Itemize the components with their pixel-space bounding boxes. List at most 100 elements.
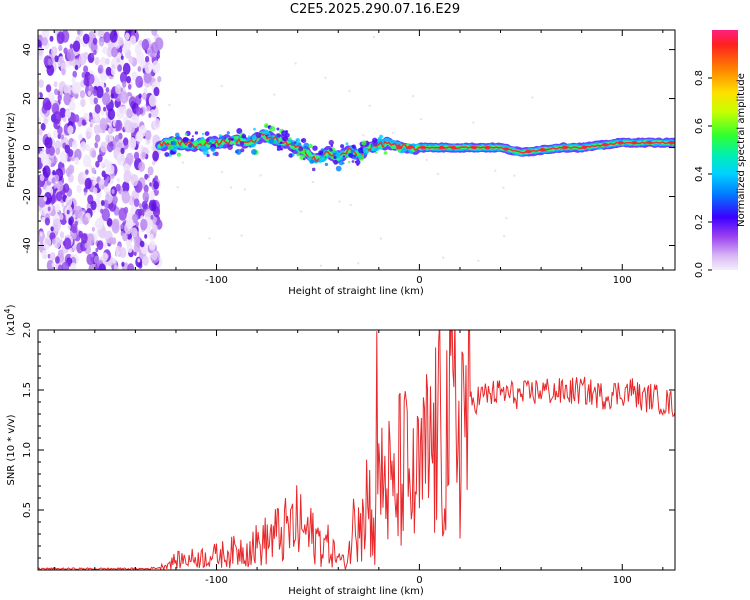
signal-blob xyxy=(241,133,247,139)
noise-speck xyxy=(115,119,123,131)
noise-speck xyxy=(51,262,55,268)
noise-speck xyxy=(66,48,75,62)
noise-speck xyxy=(43,117,48,125)
signal-blob xyxy=(255,132,262,138)
noise-speck xyxy=(111,218,120,231)
signal-blob xyxy=(383,151,388,155)
noise-speck xyxy=(81,72,86,79)
signal-blob xyxy=(208,141,212,145)
noise-speck xyxy=(273,93,276,96)
noise-speck xyxy=(442,256,445,259)
noise-speck xyxy=(379,237,383,240)
signal-peak xyxy=(631,140,638,145)
signal-blob xyxy=(206,153,210,158)
noise-speck xyxy=(52,111,62,125)
signal-blob xyxy=(171,146,178,152)
signal-blob xyxy=(190,138,195,142)
noise-speck xyxy=(100,141,108,153)
noise-speck xyxy=(411,95,415,98)
noise-speck xyxy=(116,152,125,166)
signal-blob xyxy=(300,139,304,142)
signal-blob xyxy=(296,152,301,157)
noise-speck xyxy=(45,84,52,93)
noise-speck xyxy=(63,47,68,55)
signal-blob xyxy=(383,143,386,146)
x-tick-label: 100 xyxy=(613,575,632,586)
signal-blob xyxy=(356,153,360,157)
noise-speck xyxy=(71,81,79,94)
noise-speck xyxy=(168,103,171,107)
noise-speck xyxy=(59,239,63,245)
signal-blob xyxy=(269,125,276,132)
noise-speck xyxy=(100,162,105,168)
noise-speck xyxy=(47,58,53,66)
noise-speck xyxy=(143,184,149,193)
signal-blob xyxy=(377,136,382,142)
signal-blob xyxy=(247,135,251,138)
signal-blob xyxy=(288,137,292,141)
noise-speck xyxy=(128,55,134,64)
signal-peak xyxy=(396,145,403,150)
signal-peak xyxy=(602,142,609,147)
noise-speck xyxy=(505,217,508,220)
noise-speck xyxy=(141,39,150,51)
noise-speck xyxy=(348,90,351,93)
signal-blob xyxy=(354,160,357,163)
noise-speck xyxy=(100,200,105,206)
noise-speck xyxy=(494,169,497,172)
noise-speck xyxy=(106,176,110,182)
noise-speck xyxy=(52,169,56,176)
noise-speck xyxy=(57,133,62,140)
noise-speck xyxy=(127,263,135,270)
noise-speck xyxy=(128,137,137,150)
noise-speck xyxy=(85,169,89,175)
signal-blob xyxy=(268,138,275,144)
noise-speck xyxy=(117,64,122,72)
noise-speck xyxy=(38,79,44,88)
noise-speck xyxy=(51,177,56,184)
signal-blob xyxy=(288,153,294,158)
noise-speck xyxy=(131,227,138,238)
y-axis-label: Frequency (Hz) xyxy=(6,112,17,188)
y-tick-label: 20 xyxy=(22,92,33,105)
noise-speck xyxy=(133,151,140,160)
noise-speck xyxy=(502,235,506,238)
noise-speck xyxy=(78,53,87,66)
noise-speck xyxy=(66,209,70,215)
signal-blob xyxy=(333,155,337,159)
noise-speck xyxy=(155,37,164,51)
signal-blob xyxy=(200,138,206,145)
noise-speck xyxy=(89,164,93,169)
noise-speck xyxy=(151,250,158,261)
noise-speck xyxy=(147,166,154,176)
signal-blob xyxy=(285,130,289,134)
noise-speck xyxy=(65,196,73,208)
signal-blob xyxy=(320,148,324,152)
noise-speck xyxy=(68,216,74,225)
signal-blob xyxy=(285,132,290,138)
noise-speck xyxy=(94,221,99,228)
noise-speck xyxy=(126,243,133,253)
signal-blob xyxy=(303,142,310,149)
noise-speck xyxy=(362,134,365,137)
noise-speck xyxy=(116,106,125,120)
colorbar-tick-label: 0.4 xyxy=(694,166,705,182)
noise-speck xyxy=(121,261,125,267)
noise-speck xyxy=(39,174,45,182)
noise-speck xyxy=(101,208,111,222)
noise-speck xyxy=(112,197,118,205)
signal-blob xyxy=(362,147,369,153)
noise-speck xyxy=(338,200,341,203)
noise-speck xyxy=(92,180,97,186)
colorbar-tick-label: 0.8 xyxy=(694,70,705,86)
signal-blob xyxy=(318,156,325,162)
signal-blob xyxy=(351,144,356,149)
noise-speck xyxy=(98,37,105,47)
noise-speck xyxy=(52,130,59,139)
x-axis-label: Height of straight line (km) xyxy=(288,286,424,297)
noise-region xyxy=(38,30,535,270)
signal-blob xyxy=(210,146,216,152)
signal-blob xyxy=(201,132,205,135)
noise-speck xyxy=(68,149,74,157)
signal-blob xyxy=(276,145,282,151)
